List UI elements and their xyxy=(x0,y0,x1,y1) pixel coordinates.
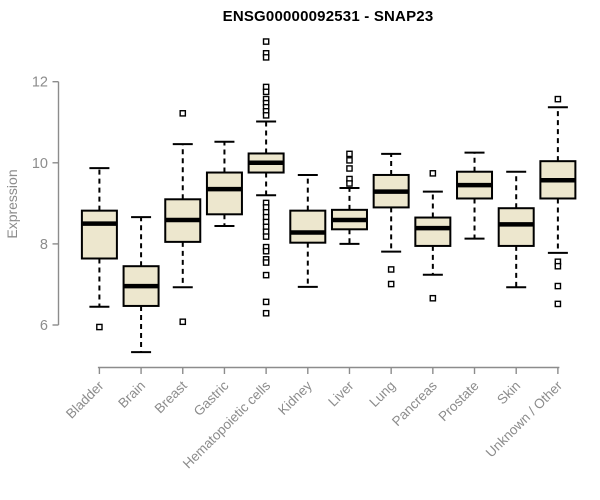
x-tick-label: Unknown / Other xyxy=(483,378,566,461)
box-bladder xyxy=(80,167,118,331)
outlier-point xyxy=(262,298,270,306)
outlier-point xyxy=(262,247,270,255)
y-tick-label: 6 xyxy=(40,318,48,334)
iqr-box xyxy=(414,216,452,247)
iqr-box xyxy=(289,209,327,244)
box-skin xyxy=(497,170,535,289)
outlier-point xyxy=(262,38,270,45)
outlier-point xyxy=(262,54,270,61)
outlier-point xyxy=(262,309,270,317)
box-lung xyxy=(372,152,410,288)
outlier-point xyxy=(262,271,270,279)
y-axis: 6 8 10 12 xyxy=(32,75,60,334)
box-pancreas xyxy=(414,170,452,302)
box-unknown-other xyxy=(539,95,577,308)
x-tick-label: Kidney xyxy=(275,378,315,418)
outlier-point xyxy=(96,323,103,331)
x-tick-label: Skin xyxy=(494,378,523,407)
outlier-point xyxy=(179,318,187,326)
x-tick-label: Bladder xyxy=(63,378,107,422)
iqr-box xyxy=(80,209,118,260)
x-tick-label: Pancreas xyxy=(389,378,440,429)
outlier-point xyxy=(262,259,270,266)
box-brain xyxy=(122,216,160,354)
outlier-point xyxy=(346,165,353,172)
outlier-point xyxy=(346,180,353,187)
x-tick-label: Prostate xyxy=(435,378,481,424)
x-tick-label: Lung xyxy=(366,378,398,410)
outlier-point xyxy=(179,110,187,117)
box-breast xyxy=(164,110,202,326)
box-kidney xyxy=(289,173,327,288)
box-gastric xyxy=(205,140,243,228)
box-hematopoietic-cells xyxy=(247,38,285,317)
box-prostate xyxy=(456,151,494,240)
outlier-point xyxy=(262,233,270,240)
outlier-point xyxy=(262,88,270,96)
x-tick-label: Liver xyxy=(325,378,357,410)
x-tick-label: Brain xyxy=(115,378,148,411)
y-tick-label: 12 xyxy=(32,75,48,91)
y-tick-label: 8 xyxy=(40,237,48,253)
chart-title: ENSG00000092531 - SNAP23 xyxy=(222,8,434,25)
outlier-point xyxy=(554,300,562,308)
x-tick-label: Breast xyxy=(152,378,190,416)
iqr-box xyxy=(205,171,243,216)
outlier-point xyxy=(429,170,437,177)
outlier-point xyxy=(262,112,270,119)
outlier-point xyxy=(387,266,395,273)
box-liver xyxy=(330,150,368,245)
outlier-point xyxy=(346,157,353,164)
iqr-box xyxy=(497,207,535,247)
y-tick-label: 10 xyxy=(32,156,48,172)
outlier-point xyxy=(346,150,353,158)
outlier-point xyxy=(554,282,562,290)
x-tick-label: Gastric xyxy=(191,378,232,419)
outlier-point xyxy=(554,262,562,270)
outlier-point xyxy=(387,280,395,288)
outlier-point xyxy=(429,294,437,302)
outlier-point xyxy=(554,95,562,103)
